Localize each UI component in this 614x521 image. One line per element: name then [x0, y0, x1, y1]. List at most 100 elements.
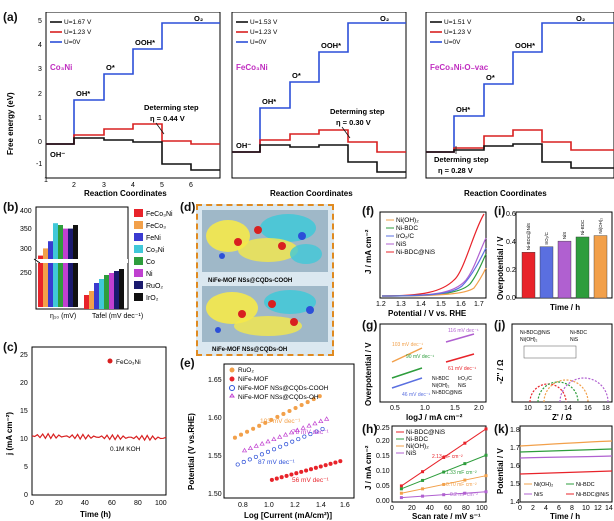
- a-ytick-0: 0: [38, 139, 42, 146]
- b-ytick-300: 300: [20, 246, 32, 253]
- b-legend-label: Co₃Ni: [146, 247, 165, 254]
- h-ytick-3: 0.10: [376, 468, 390, 475]
- b-eta-bar: [48, 241, 53, 307]
- j-circuit-inset: [523, 345, 577, 359]
- k-ylabel: Potential / V: [496, 448, 505, 494]
- g-ylabel: Overpotential / V: [364, 342, 373, 406]
- e-data-point: [328, 461, 333, 466]
- panel-e-tafel: Potential (V vs.RHE) RuO₂ NiFe-MOF NiFe-…: [187, 363, 355, 520]
- e-data-point: [284, 473, 289, 478]
- i-ytick-2: 0.2: [506, 267, 516, 274]
- b-ytick-400: 400: [20, 208, 32, 215]
- f-xlabel: Potential / V vs. RHE: [388, 309, 467, 318]
- e-slope-1: 103 mV dec⁻¹: [260, 418, 301, 425]
- b-legend: FeCo₃Ni FeCo₃ FeNi Co₃Ni Co Ni RuO₂ IrO₂: [134, 209, 173, 302]
- i-ytick-4: 0.6: [506, 211, 516, 218]
- b-tafel-bar: [104, 275, 109, 309]
- b-legend-label: Ni: [146, 271, 153, 278]
- e-data-point: [299, 469, 304, 474]
- k-legend-1: Ni(OH)₂: [534, 482, 553, 488]
- f-xtick-5: 1.6: [456, 301, 466, 308]
- e-data-point: [278, 444, 283, 449]
- c-electrolyte: 0.1M KOH: [110, 446, 141, 453]
- h-xlabel: Scan rate / mV s⁻¹: [412, 512, 481, 521]
- a-xtick-2: 2: [72, 182, 76, 189]
- k-xtick-6: 10: [582, 505, 590, 512]
- h-data-point: [399, 484, 403, 488]
- g-legend-5: Ni-BDC@NiS: [432, 390, 463, 396]
- e-data-point: [323, 463, 328, 468]
- h-legend-4: NiS: [406, 450, 417, 457]
- b-legend-swatch: [134, 221, 143, 229]
- a2-o2: O₂: [380, 14, 389, 23]
- e-data-point: [281, 411, 286, 417]
- f-curve-iro2: [381, 247, 487, 297]
- b-legend-label: RuO₂: [146, 283, 163, 290]
- a-ytick-3: 3: [38, 66, 42, 73]
- h-ytick-6: 0.25: [376, 425, 390, 432]
- h-ytick-5: 0.20: [376, 438, 390, 445]
- j-xtick-4: 16: [584, 405, 592, 412]
- e-data-point: [232, 435, 237, 440]
- b-xgroup-1: η₁₀ (mV): [50, 313, 76, 320]
- h-data-point: [442, 482, 446, 486]
- e-data-point: [324, 416, 330, 421]
- c-xtick-0: 0: [30, 500, 34, 507]
- k-xtick-8: 14: [605, 505, 613, 512]
- e-series-group: [232, 394, 343, 482]
- a3-eta: η = 0.28 V: [438, 166, 473, 175]
- a1-oh-star: OH*: [76, 89, 90, 98]
- k-ytick-5: 1.8: [510, 427, 520, 434]
- e-ylabel: Potential (V vs.RHE): [187, 413, 196, 490]
- g-xtick-3: 1.5: [450, 405, 460, 412]
- g-legend-1: Ni-BDC: [432, 376, 449, 382]
- c-ylabel: j (mA cm⁻²): [5, 412, 14, 456]
- f-xtick-4: 1.5: [436, 301, 446, 308]
- b-legend-label: IrO₂: [146, 295, 159, 302]
- a2-oh-star: OH*: [262, 97, 276, 106]
- b-eta-bar: [43, 248, 48, 307]
- a2-xlabel: Reaction Coordinates: [270, 189, 353, 197]
- e-data-point: [269, 477, 274, 482]
- a3-name: FeCo₃Ni-O₋vac: [430, 63, 489, 72]
- b-tafel-bar: [99, 279, 104, 309]
- g-xtick-2: 1.0: [420, 405, 430, 412]
- h-ytick-2: 0.05: [376, 483, 390, 490]
- e-data-point: [313, 465, 318, 470]
- k-xtick-4: 6: [557, 505, 561, 512]
- f-legend-4: NiS: [396, 241, 407, 248]
- h-legend-3: Ni(OH)₂: [406, 443, 429, 450]
- i-bar: [557, 240, 572, 299]
- f-ylabel: J / mA cm⁻²: [364, 229, 373, 274]
- e-data-point: [312, 420, 318, 426]
- c-xtick-80: 80: [134, 500, 142, 507]
- e-xtick-1: 0.8: [238, 502, 248, 509]
- i-bar: [521, 252, 536, 299]
- h-slope-2: 1.33 mF cm⁻²: [446, 470, 477, 476]
- c-legend: FeCo₃Ni: [116, 359, 141, 366]
- h-xtick-6: 100: [476, 505, 488, 512]
- c-ytick-10: 10: [20, 436, 28, 443]
- b-eta-bar: [38, 255, 43, 307]
- a-ytick-m1: -1: [36, 161, 42, 168]
- panel-label-h: (h): [362, 422, 378, 436]
- f-legend-5: Ni-BDC@NiS: [396, 249, 436, 256]
- e-data-point: [235, 462, 240, 467]
- e-data-point: [247, 445, 253, 451]
- e-data-point: [253, 454, 258, 459]
- i-bar-label: IrO₂/C: [544, 231, 549, 244]
- a1-name: Co₃Ni: [50, 63, 72, 72]
- e-data-point: [287, 408, 292, 414]
- e-ytick-2: 1.55: [208, 453, 222, 460]
- panel-k-chronopotentiometry: Potential / V Ni(OH)₂ Ni-BDC NiS Ni-BDC@…: [496, 425, 613, 521]
- panel-b-bar-chart: 250 300 350 400 η₁₀ (mV) Tafel (mV dec⁻¹…: [20, 206, 173, 320]
- e-data-point: [271, 436, 277, 442]
- panel-label-f: (f): [362, 204, 374, 218]
- b-bars: [38, 223, 124, 309]
- g-slope-5: 46 mV dec⁻¹: [402, 392, 431, 398]
- k-xtick-1: 0: [518, 505, 522, 512]
- panel-f-lsv: J / mA cm⁻² Ni(OH)₂ Ni-BDC IrO₂/C NiS Ni…: [364, 211, 487, 318]
- i-bar-label: Ni-BDC: [580, 219, 585, 235]
- h-data-point: [421, 494, 425, 498]
- k-ytick-3: 1.6: [510, 463, 520, 470]
